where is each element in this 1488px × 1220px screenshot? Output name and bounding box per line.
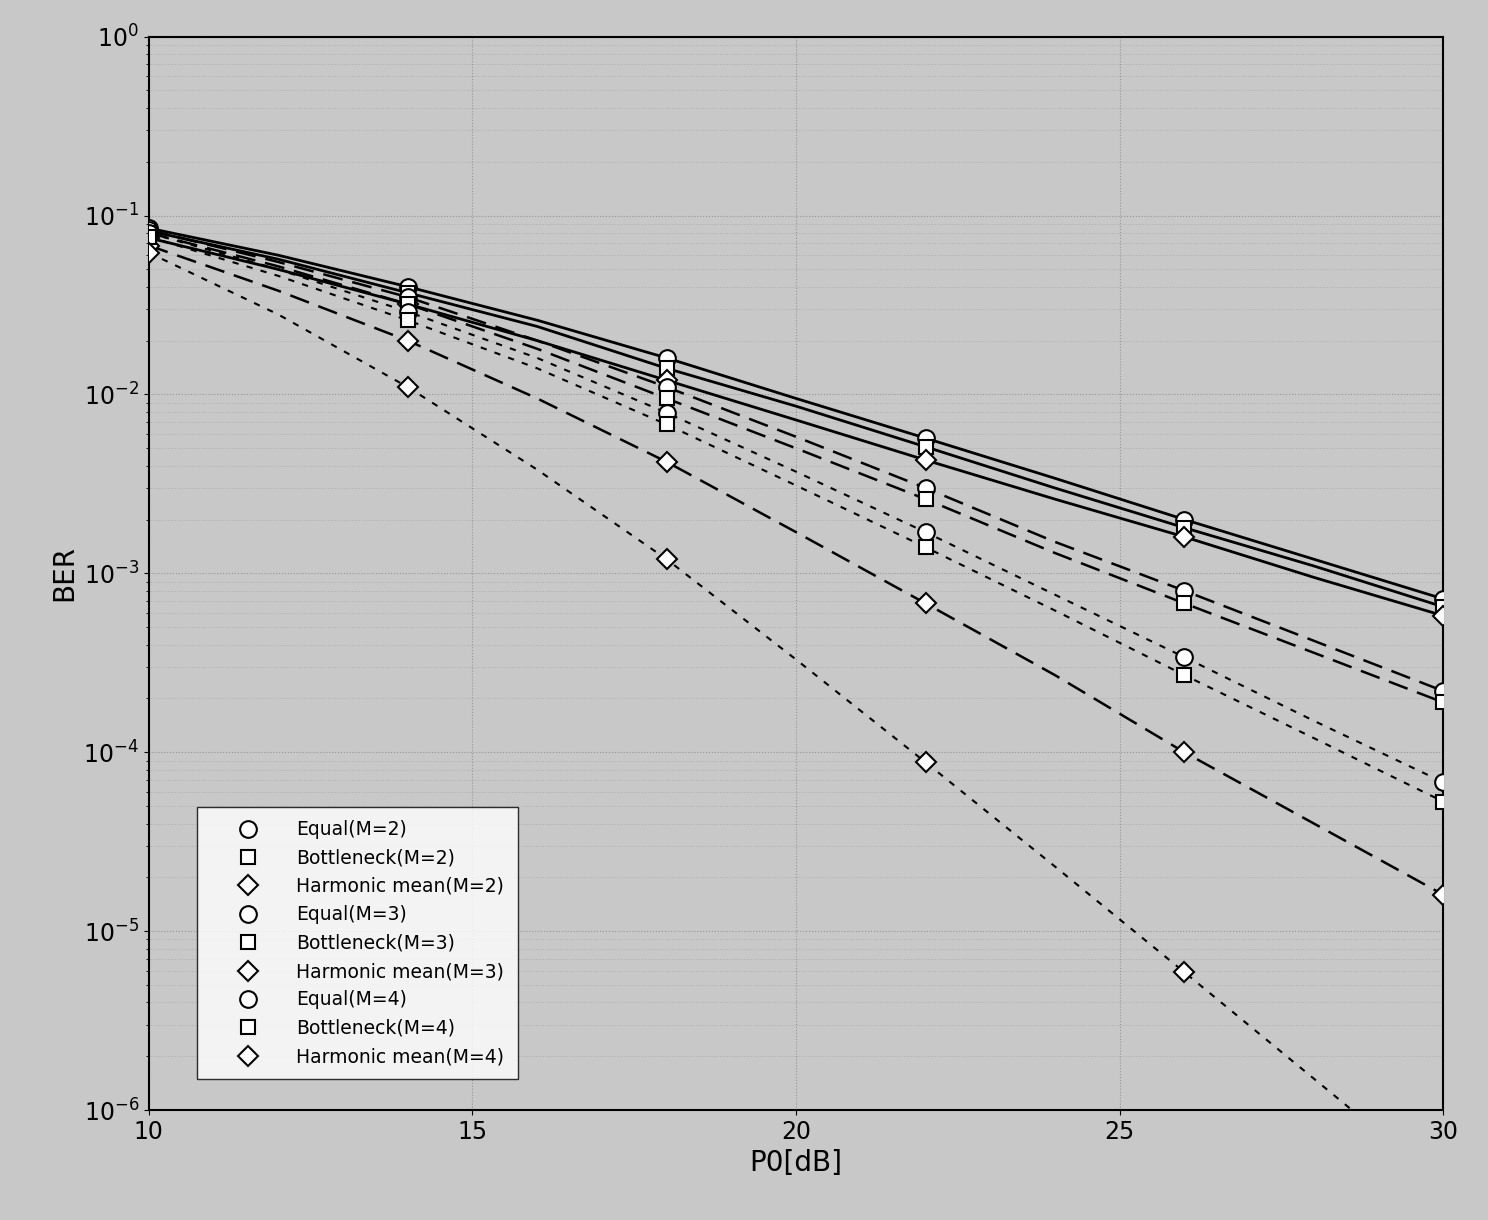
Equal(M=4) <box>658 405 676 420</box>
Bottleneck(M=3) <box>1176 597 1193 611</box>
Harmonic mean(M=2) <box>399 296 417 311</box>
Line: Harmonic mean(M=4): Harmonic mean(M=4) <box>141 245 1451 1192</box>
Bottleneck(M=4) <box>1434 794 1452 809</box>
Harmonic mean(M=4) <box>399 379 417 394</box>
Equal(M=3) <box>1434 683 1452 698</box>
Bottleneck(M=3) <box>917 492 934 506</box>
Bottleneck(M=2) <box>917 439 934 454</box>
Equal(M=4) <box>917 525 934 539</box>
Equal(M=3) <box>917 481 934 495</box>
Equal(M=4) <box>140 226 158 240</box>
Equal(M=3) <box>658 379 676 394</box>
Equal(M=2) <box>917 431 934 445</box>
Line: Harmonic mean(M=3): Harmonic mean(M=3) <box>141 239 1451 902</box>
Equal(M=2) <box>658 350 676 365</box>
X-axis label: P0[dB]: P0[dB] <box>750 1149 842 1177</box>
Bottleneck(M=2) <box>140 223 158 238</box>
Bottleneck(M=4) <box>917 540 934 555</box>
Line: Harmonic mean(M=2): Harmonic mean(M=2) <box>141 231 1451 622</box>
Equal(M=4) <box>1434 775 1452 789</box>
Bottleneck(M=4) <box>658 417 676 432</box>
Bottleneck(M=3) <box>658 392 676 406</box>
Line: Equal(M=3): Equal(M=3) <box>140 222 1452 699</box>
Bottleneck(M=3) <box>1434 695 1452 710</box>
Harmonic mean(M=2) <box>658 373 676 388</box>
Equal(M=3) <box>1176 583 1193 598</box>
Equal(M=4) <box>1176 650 1193 665</box>
Line: Bottleneck(M=4): Bottleneck(M=4) <box>141 229 1451 809</box>
Harmonic mean(M=4) <box>917 755 934 770</box>
Bottleneck(M=2) <box>1434 599 1452 614</box>
Bottleneck(M=2) <box>1176 521 1193 536</box>
Equal(M=2) <box>140 221 158 235</box>
Equal(M=2) <box>399 279 417 294</box>
Harmonic mean(M=4) <box>1434 1179 1452 1193</box>
Bottleneck(M=4) <box>1176 667 1193 682</box>
Harmonic mean(M=2) <box>140 231 158 245</box>
Bottleneck(M=4) <box>399 312 417 327</box>
Line: Bottleneck(M=2): Bottleneck(M=2) <box>141 224 1451 614</box>
Equal(M=3) <box>399 290 417 305</box>
Harmonic mean(M=3) <box>917 597 934 611</box>
Line: Bottleneck(M=3): Bottleneck(M=3) <box>141 226 1451 709</box>
Harmonic mean(M=4) <box>658 551 676 566</box>
Y-axis label: BER: BER <box>49 545 77 601</box>
Harmonic mean(M=3) <box>399 333 417 348</box>
Bottleneck(M=3) <box>140 226 158 240</box>
Legend: Equal(M=2), Bottleneck(M=2), Harmonic mean(M=2), Equal(M=3), Bottleneck(M=3), Ha: Equal(M=2), Bottleneck(M=2), Harmonic me… <box>196 808 518 1080</box>
Bottleneck(M=2) <box>399 285 417 300</box>
Line: Equal(M=4): Equal(M=4) <box>140 224 1452 791</box>
Bottleneck(M=4) <box>140 229 158 244</box>
Equal(M=2) <box>1434 592 1452 606</box>
Line: Equal(M=2): Equal(M=2) <box>140 220 1452 608</box>
Harmonic mean(M=2) <box>917 453 934 467</box>
Bottleneck(M=3) <box>399 296 417 311</box>
Harmonic mean(M=3) <box>1434 887 1452 902</box>
Harmonic mean(M=2) <box>1176 529 1193 544</box>
Bottleneck(M=2) <box>658 361 676 376</box>
Harmonic mean(M=3) <box>140 238 158 253</box>
Equal(M=3) <box>140 223 158 238</box>
Harmonic mean(M=2) <box>1434 609 1452 623</box>
Harmonic mean(M=3) <box>658 455 676 470</box>
Harmonic mean(M=4) <box>140 245 158 260</box>
Harmonic mean(M=4) <box>1176 965 1193 980</box>
Equal(M=4) <box>399 305 417 320</box>
Harmonic mean(M=3) <box>1176 745 1193 760</box>
Equal(M=2) <box>1176 512 1193 527</box>
